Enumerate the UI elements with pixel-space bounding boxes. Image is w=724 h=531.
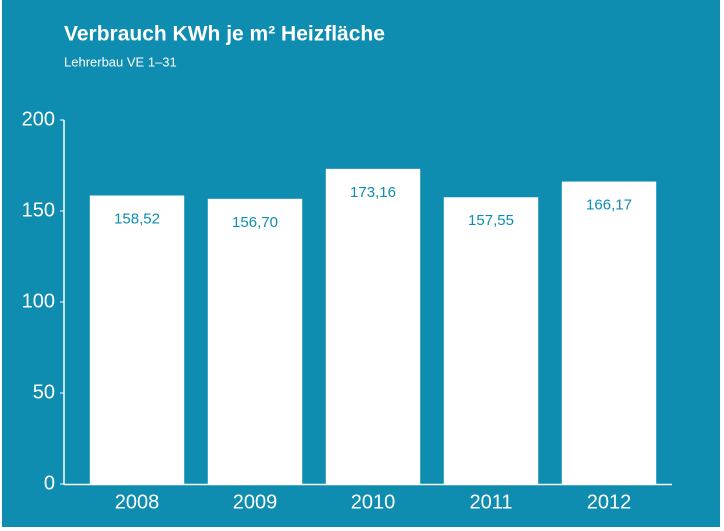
y-tick-label: 200 (22, 108, 55, 130)
bar (561, 181, 657, 484)
x-tick-label: 2012 (587, 491, 632, 513)
value-label: 158,52 (114, 210, 160, 227)
value-label: 156,70 (232, 214, 278, 231)
y-tick-label: 100 (22, 290, 55, 312)
x-tick-label: 2008 (115, 491, 160, 513)
y-tick-label: 150 (22, 199, 55, 221)
bar (443, 197, 539, 484)
bar (89, 195, 185, 485)
x-tick-label: 2011 (469, 491, 512, 513)
chart-subtitle: Lehrerbau VE 1–31 (64, 54, 177, 69)
y-tick-label: 50 (33, 381, 55, 403)
y-tick-label: 0 (44, 472, 55, 494)
x-tick-label: 2010 (351, 491, 396, 513)
value-label: 166,17 (586, 197, 632, 214)
bar (325, 168, 421, 484)
value-label: 157,55 (468, 212, 514, 229)
x-tick-label: 2009 (233, 491, 278, 513)
value-label: 173,16 (350, 184, 396, 201)
chart-title: Verbrauch KWh je m² Heizfläche (64, 23, 385, 46)
bar (207, 198, 303, 484)
